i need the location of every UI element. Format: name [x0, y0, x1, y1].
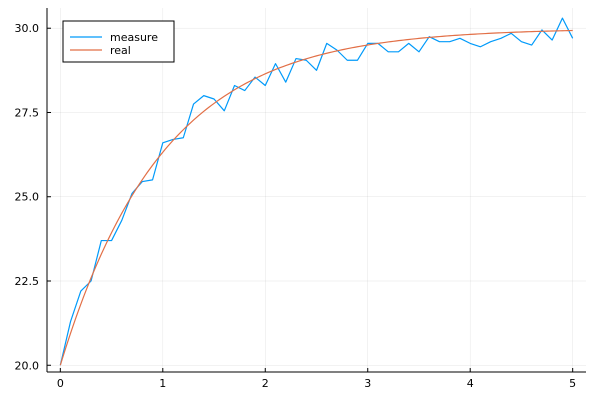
legend-label-real: real: [110, 44, 131, 57]
x-tick-label: 3: [364, 377, 371, 390]
data-series: [59, 17, 574, 366]
y-tick-label: 22.5: [15, 275, 40, 288]
x-tick-label: 5: [569, 377, 576, 390]
x-tick-label: 4: [467, 377, 474, 390]
x-tick-label: 2: [262, 377, 269, 390]
series-line-measure: [59, 17, 574, 366]
legend-label-measure: measure: [110, 31, 158, 44]
x-tick-label: 1: [159, 377, 166, 390]
series-line-real: [59, 29, 573, 366]
y-tick-label: 27.5: [15, 106, 40, 119]
axes: [46, 8, 586, 373]
legend-box: [62, 20, 175, 63]
y-tick-label: 20.0: [15, 359, 40, 372]
y-tick-label: 30.0: [15, 22, 40, 35]
tick-labels: 0 1 2 3 4 5 20.0 22.5 25.0 27.5 30.0: [15, 22, 577, 390]
legend: measure real: [62, 20, 175, 63]
y-tick-label: 25.0: [15, 191, 40, 204]
grid-lines: [47, 8, 586, 372]
x-tick-label: 0: [57, 377, 64, 390]
